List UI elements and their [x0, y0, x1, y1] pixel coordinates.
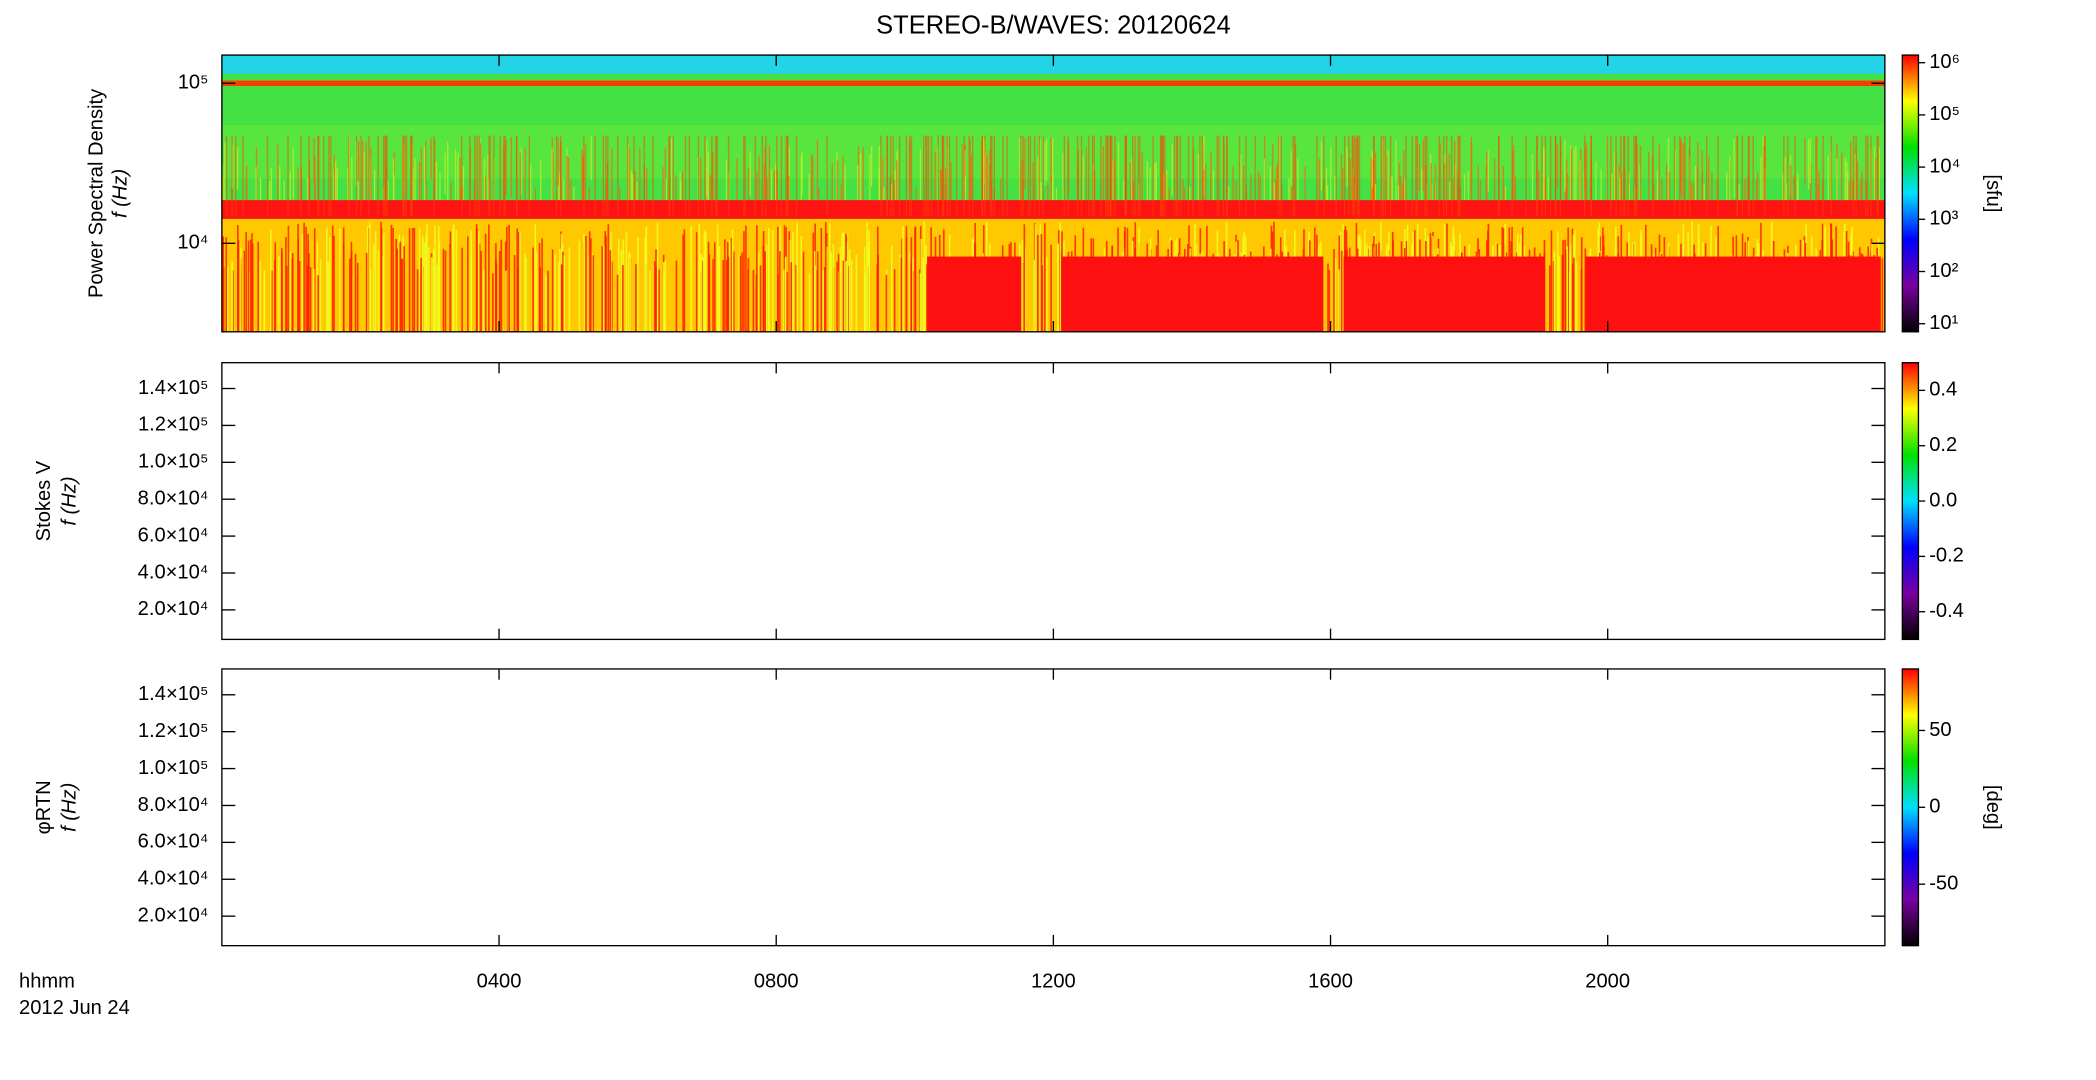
- y-axis-label: f (Hz): [109, 169, 131, 218]
- colorbar-tick-label: 10²: [1929, 260, 1958, 282]
- date-label: 2012 Jun 24: [19, 997, 130, 1019]
- y-axis-label: φRTN: [33, 780, 55, 834]
- plot-frame: [221, 362, 1886, 641]
- colorbar: [1901, 54, 1920, 333]
- colorbar-tick-label: -50: [1929, 872, 1958, 894]
- colorbar-tick-label: 0: [1929, 796, 1940, 818]
- y-tick-label: 4.0×10⁴: [138, 561, 209, 583]
- colorbar-tick-label: 0.2: [1929, 434, 1957, 456]
- y-tick-label: 1.0×10⁵: [138, 451, 208, 473]
- y-tick-label: 1.4×10⁵: [138, 377, 208, 399]
- y-tick-label: 8.0×10⁴: [138, 794, 209, 816]
- y-tick-label: 1.0×10⁵: [138, 757, 208, 779]
- x-tick-label: 0400: [477, 970, 522, 992]
- colorbar-tick-label: 0.4: [1929, 379, 1957, 401]
- x-tick-label: 0800: [754, 970, 799, 992]
- spectrogram: [221, 55, 1885, 332]
- y-tick-label: 4.0×10⁴: [138, 868, 209, 890]
- y-tick-label: 6.0×10⁴: [138, 831, 209, 853]
- y-tick-label: 1.2×10⁵: [138, 414, 208, 436]
- y-axis-label: Stokes V: [33, 460, 55, 541]
- panel: φRTN f (Hz) 2.0×10⁴ 4.0×10⁴ 6.0×10⁴ 8.0×10⁴ 1.…: [33, 668, 2004, 992]
- x-tick-label: 1200: [1031, 970, 1076, 992]
- colorbar-tick-label: -0.4: [1929, 600, 1964, 622]
- colorbar-tick-label: 50: [1929, 719, 1951, 741]
- colorbar: [1901, 362, 1920, 641]
- colorbar-tick-label: -0.2: [1929, 545, 1964, 567]
- colorbar-tick-label: 0.0: [1929, 489, 1957, 511]
- colorbar-tick-label: 10⁵: [1929, 103, 1960, 125]
- y-tick-label: 10⁴: [177, 232, 208, 254]
- colorbar: [1901, 668, 1920, 947]
- y-axis-label: f (Hz): [58, 476, 80, 525]
- colorbar-tick-label: 10¹: [1929, 312, 1958, 334]
- figure-title: STEREO-B/WAVES: 20120624: [876, 12, 1231, 40]
- colorbar-tick-label: 10⁶: [1929, 51, 1960, 73]
- colorbar-label: [sfu]: [1982, 174, 2004, 212]
- y-tick-label: 2.0×10⁴: [138, 904, 209, 926]
- y-tick-label: 1.4×10⁵: [138, 683, 208, 705]
- x-tick-label: 1600: [1308, 970, 1353, 992]
- y-tick-label: 1.2×10⁵: [138, 720, 208, 742]
- colorbar-tick-label: 10⁴: [1929, 155, 1960, 177]
- y-tick-label: 2.0×10⁴: [138, 598, 209, 620]
- y-tick-label: 10⁵: [178, 72, 209, 94]
- colorbar-tick-label: 10³: [1929, 208, 1958, 230]
- time-label: hhmm: [19, 970, 75, 992]
- y-tick-label: 8.0×10⁴: [138, 488, 209, 510]
- colorbar-label: [deg]: [1982, 785, 2004, 830]
- y-tick-label: 6.0×10⁴: [138, 524, 209, 546]
- x-tick-label: 2000: [1585, 970, 1630, 992]
- panel: Power Spectral Density f (Hz) 10⁴ 10⁵ 10¹ 10²…: [85, 51, 2004, 334]
- y-axis-label: Power Spectral Density: [85, 88, 107, 298]
- plot-frame: [221, 668, 1886, 947]
- y-axis-label: f (Hz): [58, 783, 80, 832]
